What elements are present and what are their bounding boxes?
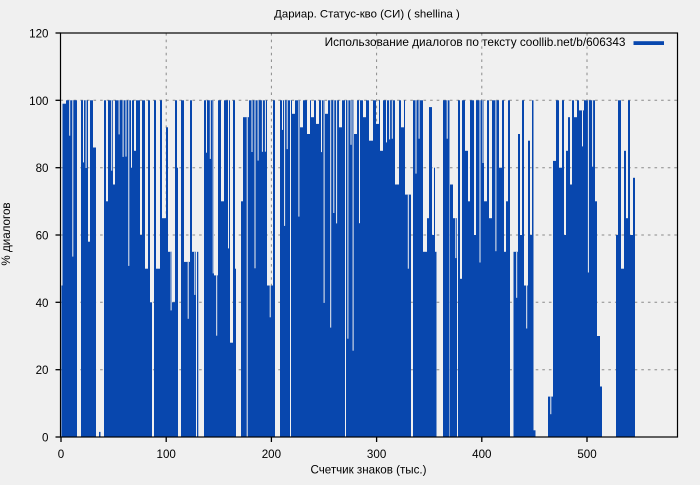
svg-text:% диалогов: % диалогов	[0, 202, 13, 265]
svg-text:60: 60	[36, 230, 49, 243]
svg-text:40: 40	[36, 297, 49, 310]
svg-text:500: 500	[577, 448, 596, 461]
svg-text:400: 400	[472, 448, 491, 461]
svg-text:0: 0	[42, 432, 48, 445]
svg-text:Счетчик знаков (тыс.): Счетчик знаков (тыс.)	[310, 464, 426, 477]
svg-text:0: 0	[58, 448, 64, 461]
svg-text:Дариар. Статус-кво (СИ) ( shel: Дариар. Статус-кво (СИ) ( shellina )	[274, 9, 460, 21]
svg-text:100: 100	[29, 95, 48, 108]
svg-text:20: 20	[36, 364, 49, 377]
svg-text:120: 120	[29, 28, 48, 41]
svg-text:100: 100	[157, 448, 176, 461]
svg-text:80: 80	[36, 162, 49, 175]
svg-text:300: 300	[367, 448, 386, 461]
svg-text:200: 200	[262, 448, 281, 461]
svg-text:Использование диалогов по текс: Использование диалогов по тексту coollib…	[325, 35, 626, 49]
